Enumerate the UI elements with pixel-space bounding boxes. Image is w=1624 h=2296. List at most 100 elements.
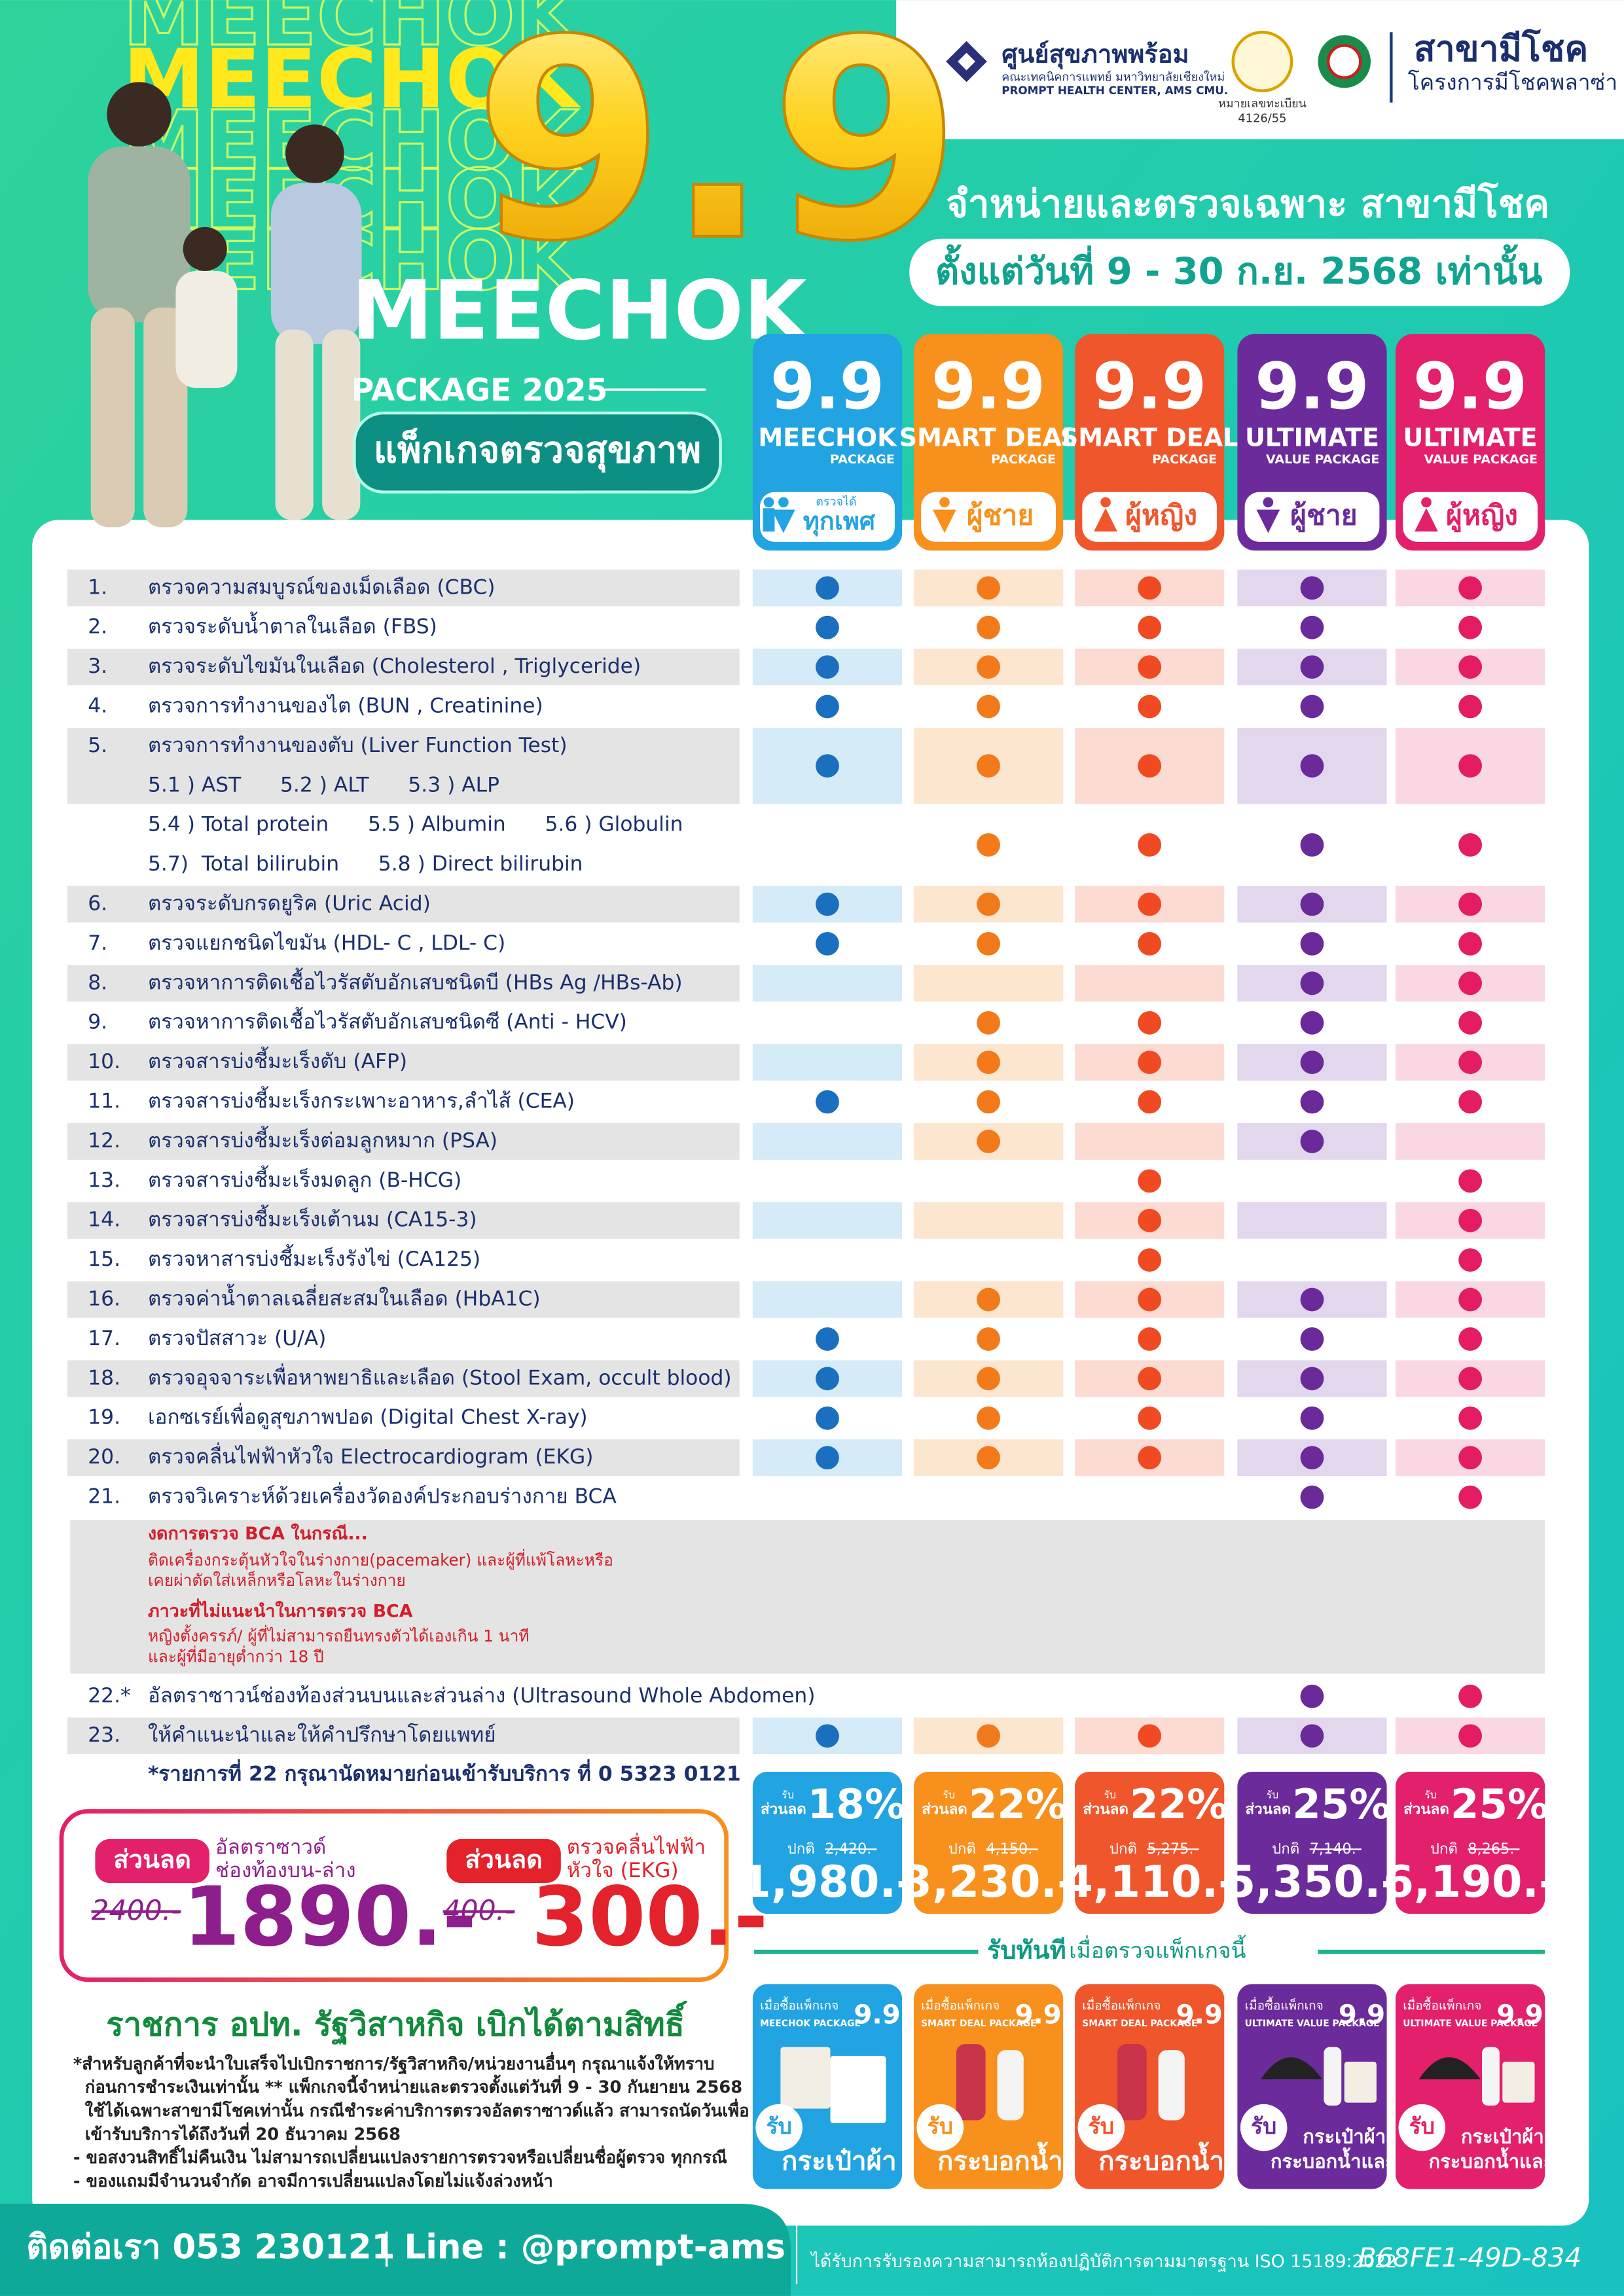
row-shade bbox=[67, 1439, 740, 1477]
discount-prefix: รับ bbox=[943, 1788, 954, 1801]
included-dot bbox=[1458, 1485, 1482, 1509]
gift-package: ULTIMATE VALUE PACKAGE bbox=[1403, 2018, 1538, 2029]
note-text: และผู้ที่มีอายุต่ำกว่า 18 ปี bbox=[148, 1645, 324, 1667]
included-dot bbox=[977, 1327, 1000, 1351]
leg bbox=[322, 329, 361, 520]
item-text: อัลตราซาวน์ช่องท้องส่วนบนและส่วนล่าง (Ul… bbox=[148, 1684, 816, 1708]
included-dot bbox=[1138, 655, 1162, 679]
bag-illustration bbox=[830, 2056, 886, 2123]
gift-get: รับ bbox=[1089, 2113, 1114, 2139]
included-dot bbox=[816, 1090, 839, 1114]
terms-line: ใช้ได้เฉพาะสาขามีโชคเท่านั้น กรณีชำระค่า… bbox=[73, 2098, 749, 2121]
iso-badge-inner bbox=[1326, 44, 1362, 79]
quality-badge bbox=[1231, 31, 1293, 93]
gender-icon-head bbox=[939, 497, 950, 508]
included-dot bbox=[977, 892, 1000, 916]
row-shade bbox=[67, 886, 740, 923]
gift-name: กระเป๋าผ้า bbox=[1461, 2125, 1544, 2147]
included-dot bbox=[816, 1406, 839, 1430]
package-nine: 9.9 bbox=[1413, 350, 1527, 424]
head bbox=[107, 82, 171, 147]
included-dot bbox=[1300, 1050, 1324, 1075]
item-number: 23. bbox=[88, 1723, 120, 1747]
included-dot bbox=[1300, 1406, 1324, 1430]
gift-get: รับ bbox=[1409, 2113, 1435, 2139]
item-number: 10. bbox=[88, 1050, 120, 1073]
gift-get-badge bbox=[755, 2104, 803, 2151]
note-heading: งดการตรวจ BCA ในกรณี... bbox=[148, 1523, 368, 1544]
gender-icon-head bbox=[1263, 497, 1274, 508]
discount-word: ส่วนลด bbox=[922, 1801, 967, 1818]
bottle-illustration bbox=[956, 2044, 986, 2121]
hero-number: 9.9 bbox=[474, 0, 962, 302]
bottle-illustration bbox=[1481, 2047, 1500, 2106]
can-check: ตรวจได้ bbox=[816, 494, 856, 509]
item-text: ตรวจหาสารบ่งชี้มะเร็งรังไข่ (CA125) bbox=[148, 1244, 480, 1271]
discount-prefix: รับ bbox=[782, 1788, 793, 1801]
gift-buy: เมื่อซื้อแพ็กเกจ bbox=[1403, 1996, 1481, 2013]
item-number: 7. bbox=[88, 931, 107, 955]
package-gender: ผู้หญิง bbox=[1446, 499, 1518, 532]
item-text: ตรวจวิเคราะห์ด้วยเครื่องวัดองค์ประกอบร่า… bbox=[148, 1482, 617, 1509]
package-price: 5,350.- bbox=[1225, 1856, 1399, 1907]
gift-package: SMART DEAL PACKAGE bbox=[1082, 2018, 1197, 2029]
footer-contact-band bbox=[0, 2203, 791, 2296]
hero-bg-word: MEECHOK bbox=[123, 31, 581, 127]
bottle-illustration bbox=[1324, 2047, 1342, 2106]
item-text: ตรวจคลื่นไฟฟ้าหัวใจ Electrocardiogram (E… bbox=[148, 1442, 594, 1469]
normal-word: ปกติ bbox=[1430, 1840, 1458, 1857]
row-shade bbox=[67, 1281, 740, 1318]
item-number: 4. bbox=[88, 694, 107, 717]
column-shade bbox=[752, 1044, 903, 1081]
item-text: ตรวจอุจจาระเพื่อหาพยาธิและเลือด (Stool E… bbox=[148, 1363, 732, 1390]
gender-pill bbox=[921, 492, 1056, 542]
item-text: เอกซเรย์เพื่อดูสุขภาพปอด (Digital Chest … bbox=[148, 1403, 588, 1430]
normal-price: 8,265.- bbox=[1468, 1840, 1519, 1857]
branch-name: สาขามีโชค bbox=[1414, 28, 1588, 69]
included-dot bbox=[977, 1090, 1000, 1114]
note-shade bbox=[70, 1520, 1545, 1674]
gender-icon-head bbox=[763, 497, 774, 508]
column-shade bbox=[752, 1202, 903, 1239]
gender-icon-head bbox=[778, 497, 789, 508]
included-dot bbox=[1300, 1485, 1324, 1509]
column-shade bbox=[1075, 1122, 1225, 1160]
discount-prefix: รับ bbox=[1104, 1788, 1116, 1801]
item-number: 13. bbox=[88, 1168, 120, 1192]
gift-buy: เมื่อซื้อแพ็กเกจ bbox=[1245, 1996, 1324, 2013]
included-dot bbox=[977, 1446, 1000, 1470]
promo-badge-text: ส่วนลด bbox=[465, 1845, 543, 1874]
gift-buy: เมื่อซื้อแพ็กเกจ bbox=[1082, 1996, 1161, 2013]
discount-percent: 22% bbox=[1130, 1780, 1228, 1828]
included-dot bbox=[1458, 694, 1482, 719]
item-number: 11. bbox=[88, 1090, 120, 1113]
included-dot bbox=[1138, 1327, 1162, 1351]
included-dot bbox=[977, 1050, 1000, 1075]
leg bbox=[90, 307, 135, 528]
included-dot bbox=[1300, 1684, 1324, 1708]
included-dot bbox=[1458, 1684, 1482, 1708]
column-shade bbox=[1396, 1122, 1545, 1160]
dates-pill bbox=[909, 238, 1570, 306]
gift-name: กระบอกน้ำ bbox=[1098, 2142, 1224, 2176]
package-gender: ทุกเพศ bbox=[803, 507, 876, 537]
gift-heading-bold: รับทันที bbox=[987, 1936, 1066, 1965]
footer-iso: ได้รับการรับรองความสามารถห้องปฏิบัติการต… bbox=[810, 2251, 1397, 2272]
umbrella-illustration bbox=[1418, 2057, 1481, 2079]
included-dot bbox=[1300, 1446, 1324, 1470]
row-shade bbox=[67, 1717, 740, 1755]
item-text: ตรวจหาการติดเชื้อไวรัสตับอักเสบชนิดซี (A… bbox=[148, 1007, 627, 1034]
included-dot bbox=[1458, 1208, 1482, 1232]
package-name: MEECHOK bbox=[758, 423, 897, 452]
included-dot bbox=[1300, 1090, 1324, 1114]
gift-package: MEECHOK PACKAGE bbox=[760, 2018, 861, 2029]
promo-badge bbox=[95, 1839, 209, 1884]
gift-nine: 9.9 bbox=[1015, 2000, 1061, 2030]
discount-word: ส่วนลด bbox=[761, 1801, 806, 1818]
item-number: 19. bbox=[88, 1406, 120, 1429]
item-number: 21. bbox=[88, 1485, 120, 1509]
package-sub: PACKAGE bbox=[830, 452, 895, 467]
gender-pill bbox=[760, 492, 895, 542]
